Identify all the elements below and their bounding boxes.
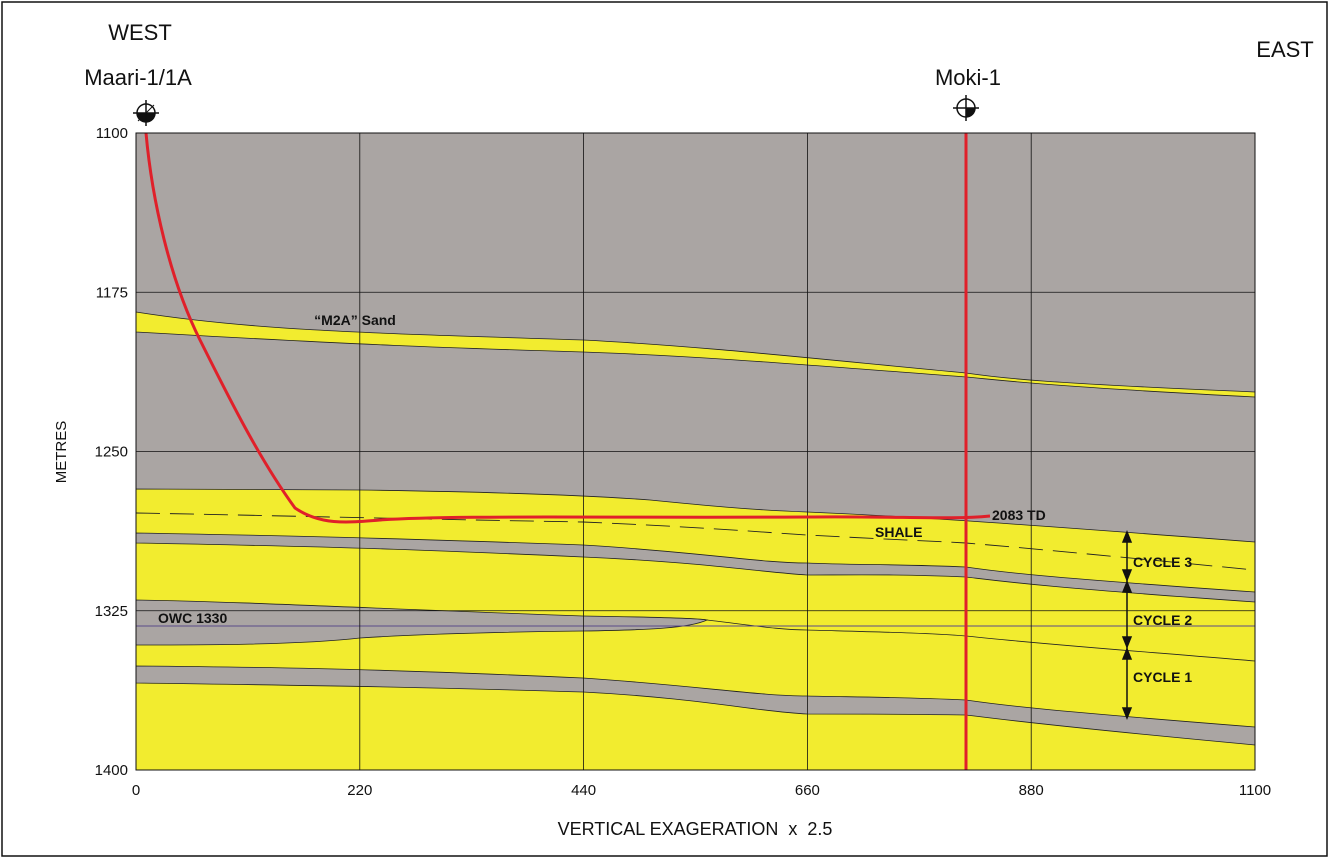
y-axis-label: METRES	[53, 421, 70, 484]
cross-section: WEST EAST Maari-1/1A Moki-1 “M2A” Sand O…	[0, 0, 1329, 858]
cycle-label: CYCLE 1	[1133, 669, 1192, 685]
shale-label: SHALE	[875, 524, 922, 540]
y-tick-label: 1250	[95, 444, 128, 461]
east-label: EAST	[1256, 37, 1313, 62]
y-tick-label: 1175	[96, 284, 128, 301]
x-tick-label: 440	[571, 782, 596, 799]
x-tick-label: 660	[795, 782, 820, 799]
well-name: Maari-1/1A	[84, 65, 192, 90]
y-tick-label: 1400	[95, 762, 128, 779]
owc-label: OWC 1330	[158, 610, 227, 626]
west-label: WEST	[108, 20, 172, 45]
x-tick-label: 220	[347, 782, 372, 799]
x-tick-label: 880	[1019, 782, 1044, 799]
td-label: 2083 TD	[992, 507, 1046, 523]
y-tick-label: 1325	[95, 603, 128, 620]
x-tick-label: 1100	[1239, 782, 1271, 799]
x-axis-label: VERTICAL EXAGERATION x 2.5	[558, 819, 833, 839]
sand-label: “M2A” Sand	[314, 312, 396, 328]
plot-area	[136, 133, 1255, 770]
y-tick-label: 1100	[96, 125, 128, 142]
cycle-label: CYCLE 3	[1133, 554, 1192, 570]
well-name: Moki-1	[935, 65, 1001, 90]
x-tick-label: 0	[132, 782, 140, 799]
cycle-label: CYCLE 2	[1133, 612, 1192, 628]
